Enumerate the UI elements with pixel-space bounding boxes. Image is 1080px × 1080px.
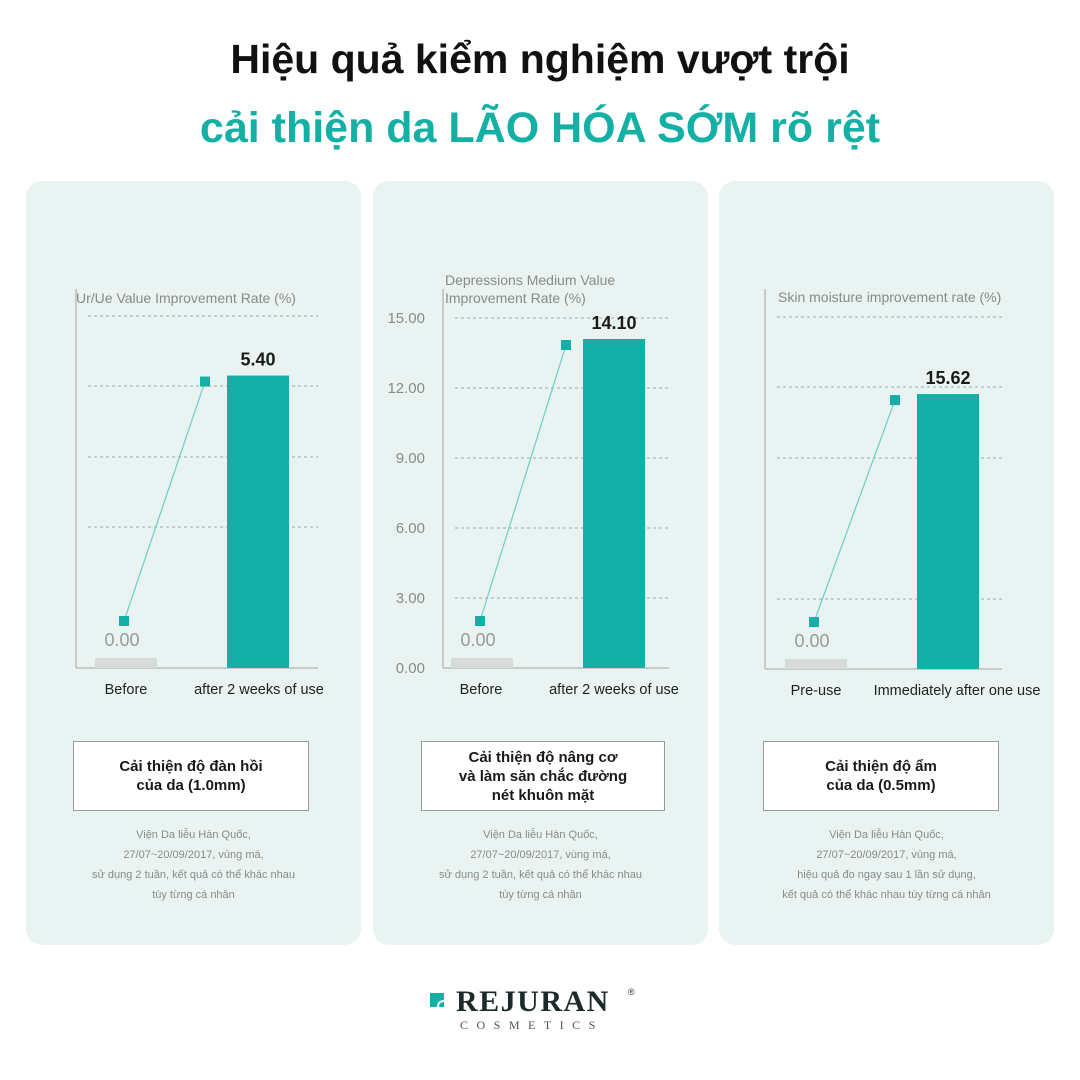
y-tick-label: 12.00 (387, 380, 425, 397)
bar-before (785, 659, 847, 669)
source-note: Viện Da liễu Hàn Quốc, 27/07~20/09/2017,… (782, 829, 991, 901)
brand-name: REJURAN (456, 985, 610, 1018)
category-label: Before (460, 682, 503, 698)
marker-after (561, 340, 571, 350)
marker-before (475, 616, 485, 626)
category-label: after 2 weeks of use (549, 682, 679, 698)
chart-panel-elasticity: Ur/Ue Value Improvement Rate (%) 0.00 5.40… (26, 181, 361, 945)
value-label-after: 15.62 (925, 368, 970, 388)
value-label-before: 0.00 (104, 630, 139, 650)
chart-lifting: Depressions Medium Value Improvement Rate… (387, 272, 679, 698)
caption-box: Cải thiện độ ẩm của da (0.5mm) (763, 741, 999, 811)
y-tick-label: 6.00 (396, 520, 425, 537)
y-tick-label: 9.00 (396, 450, 425, 467)
y-axis-label: Depressions Medium Value (445, 272, 615, 288)
value-label-before: 0.00 (794, 631, 829, 651)
chart-elasticity: Ur/Ue Value Improvement Rate (%) 0.00 5.40… (75, 289, 324, 698)
chart-panel-moisture: Skin moisture improvement rate (%) 0.00 15… (719, 181, 1054, 945)
value-label-after: 5.40 (240, 350, 275, 370)
leaf-icon (430, 993, 444, 1007)
y-tick-label: 3.00 (396, 590, 425, 607)
subheadline: cải thiện da LÃO HÓA SỚM rõ rệt (199, 104, 881, 152)
value-label-after: 14.10 (591, 313, 636, 333)
marker-before (809, 617, 819, 627)
brand-subtitle: COSMETICS (460, 1018, 604, 1032)
bar-after (917, 394, 979, 669)
y-axis-label: Skin moisture improvement rate (%) (778, 289, 1001, 305)
caption-text: Cải thiện độ ẩm của da (0.5mm) (825, 758, 937, 794)
trend-line (479, 344, 567, 622)
trend-line (123, 381, 206, 622)
category-label: Before (105, 682, 148, 698)
marker-before (119, 616, 129, 626)
headline: Hiệu quả kiểm nghiệm vượt trội (230, 36, 850, 82)
marker-after (890, 395, 900, 406)
y-tick-label: 15.00 (387, 310, 425, 327)
y-tick-label: 0.00 (396, 660, 425, 677)
bar-before (95, 658, 157, 668)
source-note: Viện Da liễu Hàn Quốc, 27/07~20/09/2017,… (438, 829, 643, 901)
category-label: after 2 weeks of use (194, 682, 324, 698)
caption-text: Cải thiện độ nâng cơ và làm săn chắc đườ… (458, 748, 628, 804)
category-label: Immediately after one use (874, 683, 1041, 699)
chart-moisture: Skin moisture improvement rate (%) 0.00 15… (764, 289, 1041, 699)
caption-text: Cải thiện độ đàn hồi của da (1.0mm) (119, 758, 263, 794)
category-label: Pre-use (791, 683, 842, 699)
caption-box: Cải thiện độ đàn hồi của da (1.0mm) (73, 741, 309, 811)
bar-after (227, 375, 289, 668)
bar-before (451, 658, 513, 668)
bar-after (583, 339, 645, 668)
y-axis-label: Ur/Ue Value Improvement Rate (%) (76, 290, 296, 306)
chart-panel-lifting: Depressions Medium Value Improvement Rate… (373, 181, 708, 945)
brand-registered-mark: ® (628, 987, 635, 997)
caption-box: Cải thiện độ nâng cơ và làm săn chắc đườ… (421, 741, 665, 811)
value-label-before: 0.00 (460, 630, 495, 650)
y-axis-label: Improvement Rate (%) (445, 290, 586, 306)
source-note: Viện Da liễu Hàn Quốc, 27/07~20/09/2017,… (91, 829, 296, 901)
trend-line (813, 399, 896, 623)
brand-logo: REJURAN ® COSMETICS (428, 985, 648, 1035)
marker-after (200, 376, 210, 387)
